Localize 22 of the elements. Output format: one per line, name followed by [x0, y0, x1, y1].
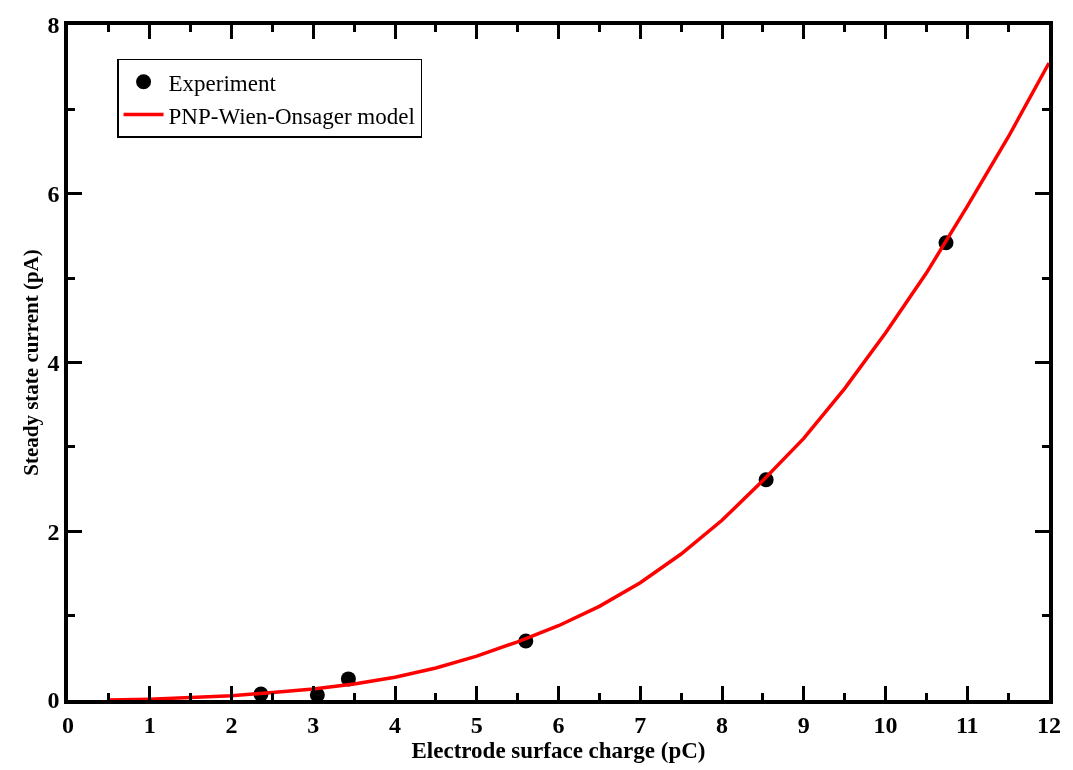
y-tick-label: 6	[47, 181, 60, 208]
x-tick-label: 6	[552, 711, 565, 738]
x-tick-label: 9	[797, 711, 810, 738]
x-tick-label: 8	[716, 711, 728, 738]
x-tick-label: 2	[225, 711, 238, 738]
x-tick-label: 4	[389, 711, 401, 738]
y-axis-title: Steady state current (pA)	[19, 249, 44, 476]
x-tick-label: 12	[1037, 711, 1061, 738]
x-tick-label: 7	[634, 711, 647, 738]
x-tick-label: 10	[873, 711, 898, 738]
x-tick-label: 11	[955, 711, 979, 738]
y-tick-label: 0	[47, 687, 60, 714]
x-tick-label: 1	[143, 711, 156, 738]
legend-label: PNP-Wien-Onsager model	[168, 103, 415, 129]
legend-label: Experiment	[168, 70, 277, 96]
y-tick-label: 4	[47, 349, 60, 376]
x-tick-label: 3	[307, 711, 320, 738]
y-tick-label: 2	[47, 518, 60, 545]
line-series	[107, 61, 1049, 700]
y-tick-label: 8	[47, 12, 60, 39]
x-tick-label: 5	[470, 711, 483, 738]
x-axis-title: Electrode surface charge (pC)	[411, 737, 706, 763]
